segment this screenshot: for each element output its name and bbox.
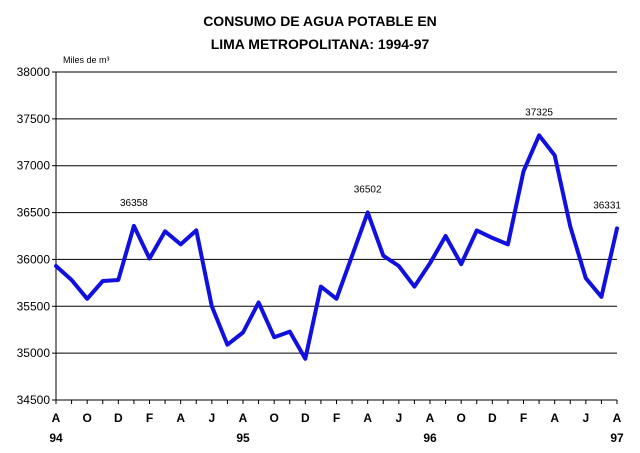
x-tick-label: J xyxy=(395,411,402,425)
y-tick-label: 34500 xyxy=(17,393,51,407)
x-tick-label: A xyxy=(176,411,185,425)
year-label: 96 xyxy=(423,431,437,445)
x-tick-label: A xyxy=(239,411,248,425)
x-tick-label: D xyxy=(488,411,497,425)
data-label: 36358 xyxy=(120,198,148,209)
y-tick-label: 38000 xyxy=(17,65,51,79)
x-tick-label: O xyxy=(269,411,278,425)
x-tick-label: A xyxy=(426,411,435,425)
series-line xyxy=(54,133,619,361)
chart-title-line-1: CONSUMO DE AGUA POTABLE EN xyxy=(203,13,437,29)
y-tick-label: 35500 xyxy=(17,299,51,313)
x-tick-label: O xyxy=(456,411,465,425)
x-tick-label: D xyxy=(114,411,123,425)
x-tick-label: A xyxy=(52,411,61,425)
x-tick-label: F xyxy=(520,411,527,425)
year-label: 95 xyxy=(236,431,250,445)
data-label: 36502 xyxy=(354,184,382,195)
x-tick-label: J xyxy=(208,411,215,425)
y-axis-unit-label: Miles de m³ xyxy=(63,55,110,65)
x-tick-label: A xyxy=(550,411,559,425)
data-label: 36331 xyxy=(593,200,621,211)
year-label: 94 xyxy=(49,431,63,445)
x-tick-label: F xyxy=(146,411,153,425)
x-tick-label: J xyxy=(582,411,589,425)
x-tick-label: D xyxy=(301,411,310,425)
y-tick-label: 37000 xyxy=(17,159,51,173)
x-tick-label: A xyxy=(363,411,372,425)
chart-title-line-2: LIMA METROPOLITANA: 1994-97 xyxy=(210,36,430,52)
x-tick-label: O xyxy=(82,411,91,425)
y-tick-label: 36500 xyxy=(17,206,51,220)
y-tick-label: 37500 xyxy=(17,112,51,126)
x-tick-label: F xyxy=(333,411,340,425)
y-tick-label: 36000 xyxy=(17,252,51,266)
x-tick-label: A xyxy=(613,411,622,425)
y-tick-label: 35000 xyxy=(17,346,51,360)
year-label: 97 xyxy=(610,431,624,445)
data-label: 37325 xyxy=(525,107,553,118)
